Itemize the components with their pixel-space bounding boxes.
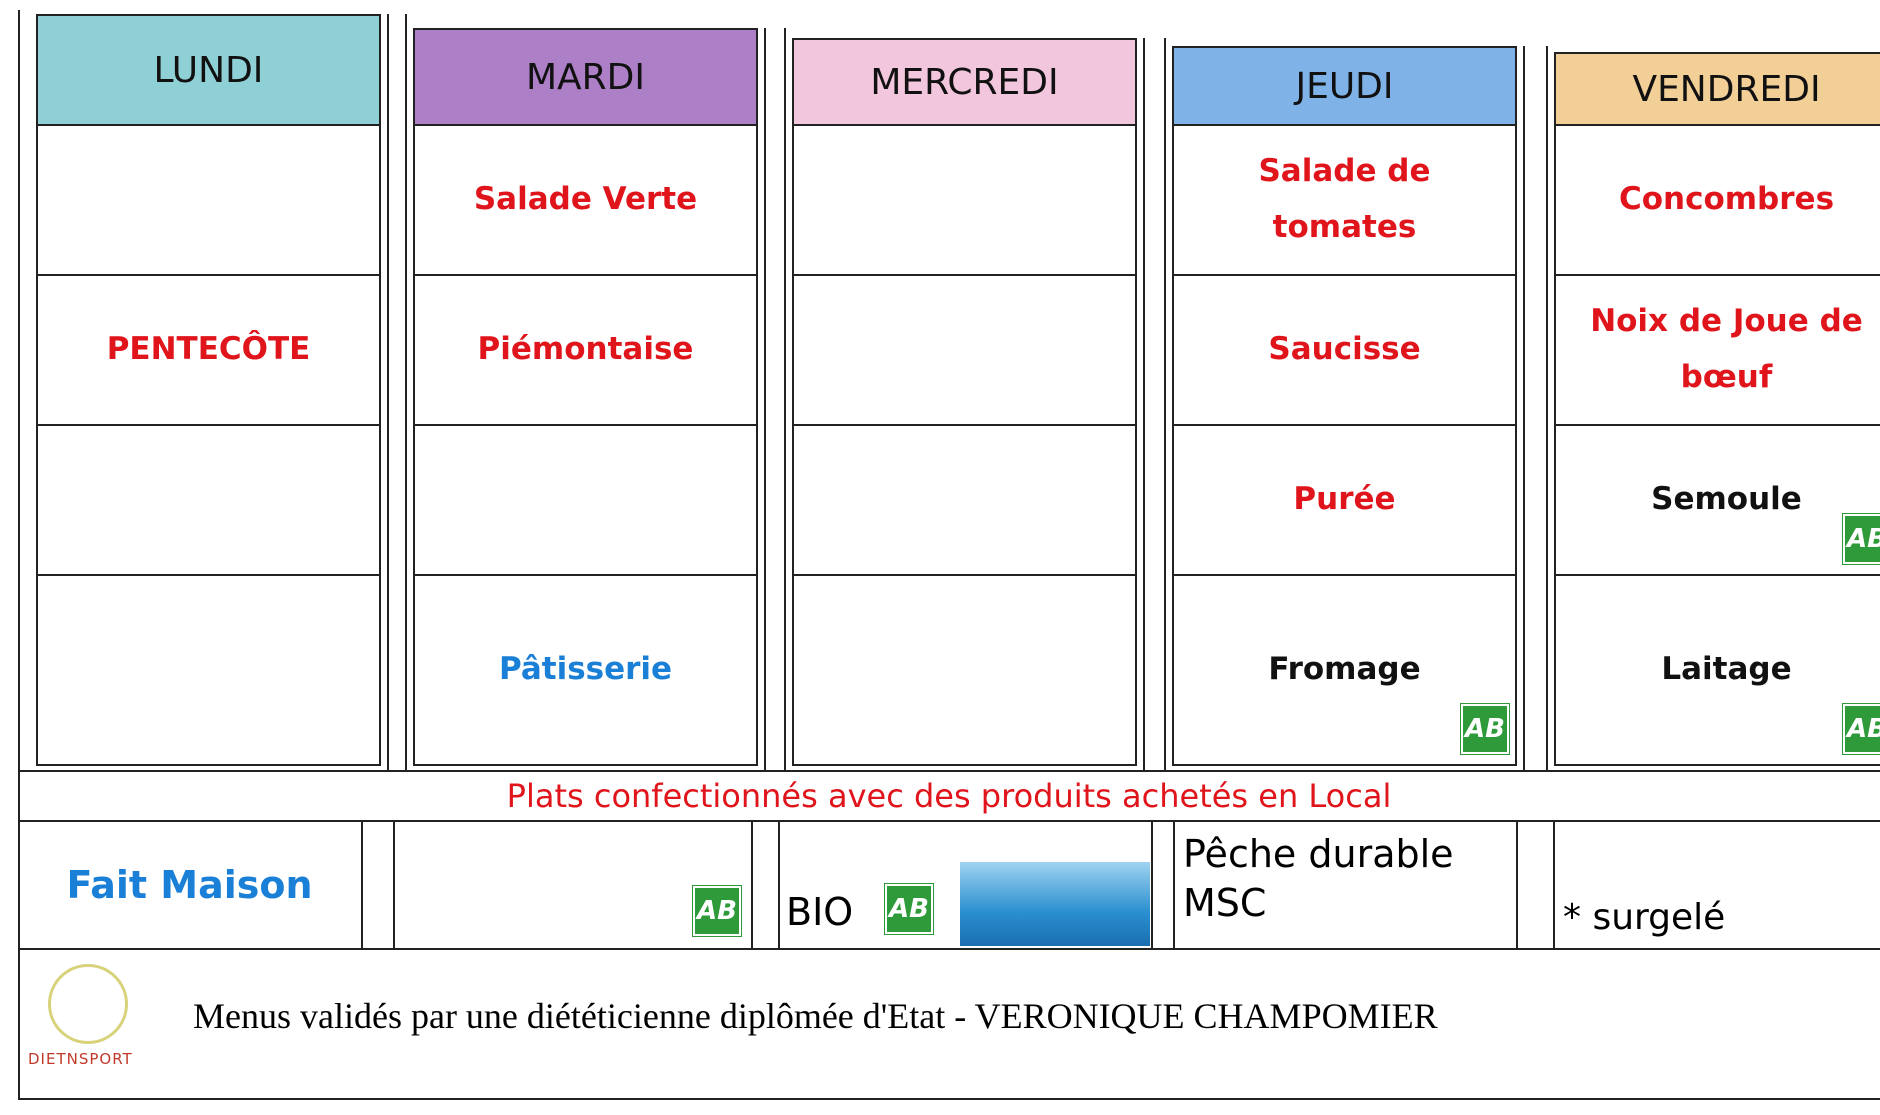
msc-image [960,862,1150,946]
legend-text: BIO [786,890,854,934]
day-header: VENDREDI [1554,52,1880,126]
legend-row: Fait Maison AB BIO AB Pêche durable MSC … [18,822,1880,950]
menu-cell [36,126,381,276]
menu-cell: Pâtisserie [413,576,758,766]
column-separator [387,14,407,770]
menu-cell [792,126,1137,276]
menu-cell: Saucisse [1172,276,1517,426]
footer-text: Menus validés par une diététicienne dipl… [193,996,1438,1036]
menu-cell: Piémontaise [413,276,758,426]
legend-text: * surgelé [1563,897,1726,938]
dish: Noix de Joue de bœuf [1590,303,1863,395]
menu-cell: Salade de tomates [1172,126,1517,276]
menu-cell: Purée [1172,426,1517,576]
column-separator [764,28,786,770]
day-header: JEUDI [1172,46,1517,126]
dish: Salade Verte [473,181,698,218]
column-separator [1143,38,1166,770]
menu-cell [792,276,1137,426]
logo-icon [48,964,128,1044]
menu-frame [18,10,1880,1100]
bio-badge: AB [1842,513,1880,565]
menu-cell [792,576,1137,766]
menu-cell [36,426,381,576]
dish: Laitage [1661,651,1792,688]
menu-cell [413,426,758,576]
dish: Pâtisserie [498,651,673,688]
dish: Salade de tomates [1258,153,1431,245]
local-band: Plats confectionnés avec des produits ac… [18,770,1880,822]
legend-fait-maison: Fait Maison [18,822,363,948]
bio-badge: AB [692,885,742,937]
footer: DIETNSPORT Menus validés par une diététi… [18,950,1880,1090]
dish: Concombres [1618,181,1835,218]
bio-badge: AB [1842,703,1880,755]
menu-cell: Salade Verte [413,126,758,276]
dish: PENTECÔTE [106,331,311,368]
dish: Purée [1293,481,1396,518]
day-header: MARDI [413,28,758,126]
legend-bio-msc-cell: BIO AB [778,822,1153,948]
dish: Fromage [1268,651,1421,688]
menu-cell: PENTECÔTE [36,276,381,426]
day-header: MERCREDI [792,38,1137,126]
legend-surgele-cell: * surgelé [1553,822,1880,948]
dish: Piémontaise [477,331,694,368]
dish: Semoule [1651,481,1802,518]
column-separator [1523,46,1548,770]
bio-badge: AB [1460,703,1510,755]
legend-peche-cell: Pêche durable MSC [1173,822,1518,948]
menu-cell: Concombres [1554,126,1880,276]
logo-text: DIETNSPORT [28,1050,133,1068]
menu-cell: Fromage AB [1172,576,1517,766]
menu-cell: Semoule AB [1554,426,1880,576]
menu-cell [36,576,381,766]
legend-text: Fait Maison [66,863,313,907]
legend-bio-cell: AB [393,822,753,948]
menu-cell [792,426,1137,576]
bio-badge: AB [884,883,934,935]
day-header: LUNDI [36,14,381,126]
dish: Saucisse [1268,331,1421,368]
legend-text: Pêche durable [1183,832,1454,876]
local-note: Plats confectionnés avec des produits ac… [506,777,1392,815]
menu-cell: Noix de Joue de bœuf [1554,276,1880,426]
menu-cell: Laitage AB [1554,576,1880,766]
legend-text: MSC [1183,881,1267,926]
